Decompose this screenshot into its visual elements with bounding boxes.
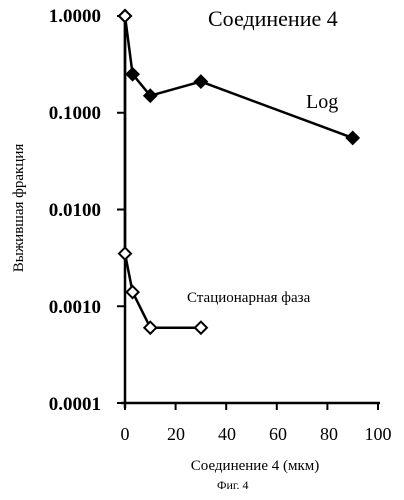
- data-point-filled-diamond: [193, 74, 209, 90]
- x-tick-label: 0: [121, 424, 130, 444]
- x-tick-label: 40: [218, 424, 236, 444]
- data-point-filled-diamond: [125, 66, 141, 82]
- series-label-stationary: Стационарная фаза: [187, 290, 311, 306]
- y-tick-label: 1.0000: [49, 6, 101, 27]
- x-tick-label: 80: [320, 424, 338, 444]
- data-point-open-diamond: [193, 320, 209, 336]
- x-axis-label: Соединение 4 (мкм): [191, 458, 319, 474]
- x-tick-label: 20: [167, 424, 185, 444]
- data-point-filled-diamond: [345, 130, 361, 146]
- plot-area: [117, 8, 380, 410]
- y-tick-label: 0.0100: [49, 200, 101, 221]
- x-tick-label: 60: [269, 424, 287, 444]
- y-tick-label: 0.0001: [49, 394, 101, 415]
- y-tick-label: 0.1000: [49, 103, 101, 124]
- data-point-open-diamond: [117, 8, 133, 24]
- y-tick-label: 0.0010: [49, 297, 101, 318]
- figure-caption: Фиг. 4: [217, 478, 248, 492]
- data-point-open-diamond: [125, 284, 141, 300]
- y-axis-label: Выжившая фракция: [11, 144, 27, 273]
- data-point-open-diamond: [117, 246, 133, 262]
- data-point-filled-diamond: [142, 88, 158, 104]
- series-line: [123, 15, 354, 140]
- data-point-open-diamond: [142, 320, 158, 336]
- series-label-log: Log: [306, 91, 338, 113]
- x-tick-label: 100: [365, 424, 392, 444]
- series-line: [123, 16, 201, 329]
- chart-title: Соединение 4: [208, 6, 338, 31]
